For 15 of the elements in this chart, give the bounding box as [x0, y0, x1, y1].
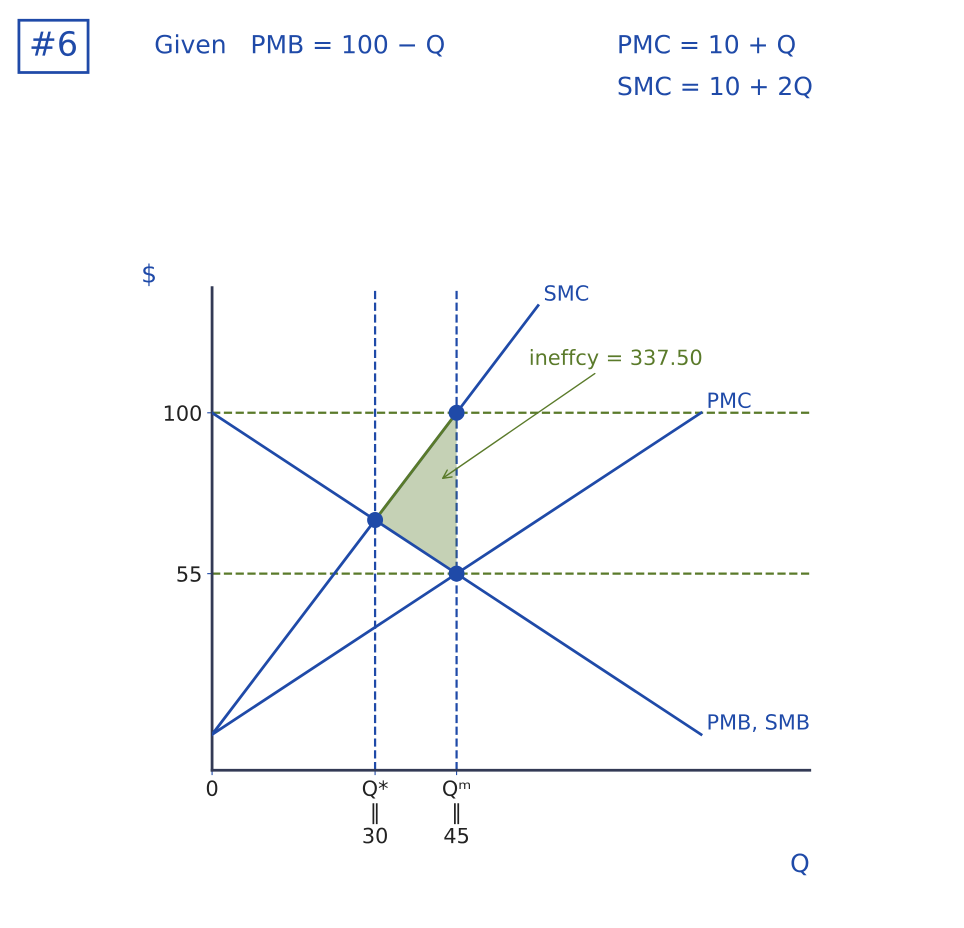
x-axis-title: Q: [791, 853, 808, 876]
text: Given PMB = 100 − Q: [156, 34, 444, 57]
series-label: PMB, SMB: [708, 714, 809, 732]
text: PMC = 10 + Q: [619, 34, 795, 57]
chart-title: #6: [31, 30, 76, 56]
y-tick-label: 100: [164, 405, 201, 421]
series-label: SMC: [544, 285, 588, 301]
x-tick-label: Qᵐ ‖ 45: [443, 780, 470, 844]
text: SMC = 10 + 2Q: [618, 76, 812, 98]
series-label: PMC: [708, 392, 750, 408]
x-tick-label: Q* ‖ 30: [362, 780, 388, 844]
y-tick-label: 55: [177, 566, 201, 582]
annotation: ineffcy = 337.50: [530, 349, 702, 370]
x-tick-label: 0: [206, 780, 218, 796]
y-axis-title: $: [143, 263, 155, 286]
